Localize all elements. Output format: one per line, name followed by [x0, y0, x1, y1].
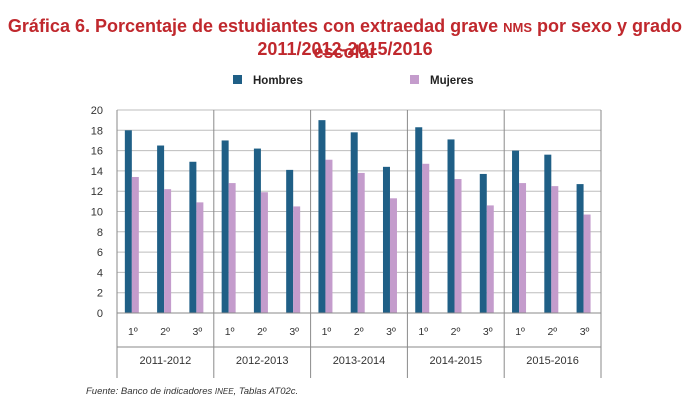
y-tick-label: 14 — [91, 166, 103, 178]
source-acronym: INEE — [214, 387, 234, 396]
y-tick-label: 2 — [97, 288, 103, 300]
legend-swatch-hombres — [233, 75, 242, 84]
group-label: 2015-2016 — [526, 355, 579, 367]
bar-hombres — [189, 161, 197, 313]
x-tick-label: 1º — [128, 326, 138, 338]
group-label: 2013-2014 — [333, 355, 386, 367]
y-tick-label: 6 — [97, 247, 103, 259]
x-tick-label: 3º — [386, 326, 396, 338]
x-tick-label: 2º — [160, 326, 170, 338]
y-tick-label: 4 — [97, 267, 103, 279]
bar-mujeres — [551, 186, 559, 313]
x-tick-label: 2º — [547, 326, 557, 338]
bar-mujeres — [357, 172, 365, 313]
bar-mujeres — [131, 176, 139, 313]
legend-label-mujeres: Mujeres — [430, 75, 473, 87]
y-tick-label: 10 — [91, 207, 103, 219]
bar-hombres — [350, 132, 358, 313]
bar-mujeres — [164, 189, 172, 313]
bar-mujeres — [325, 159, 333, 313]
x-tick-label: 2º — [354, 326, 364, 338]
source-text-b: , Tablas AT02c. — [233, 386, 299, 397]
bar-mujeres — [422, 163, 430, 313]
bar-hombres — [479, 173, 487, 313]
x-tick-label: 3º — [193, 326, 203, 338]
x-tick-label: 2º — [257, 326, 267, 338]
bar-hombres — [544, 154, 552, 313]
bar-mujeres — [293, 206, 301, 313]
x-tick-label: 3º — [289, 326, 299, 338]
chart-title: Gráfica 6. Porcentaje de estudiantes con… — [0, 14, 690, 64]
bar-hombres — [415, 127, 423, 313]
chart-title-part-a: Gráfica 6. Porcentaje de estudiantes con… — [7, 16, 504, 36]
group-label: 2011-2012 — [140, 355, 192, 367]
bar-hombres — [318, 120, 326, 314]
chart-subtitle: 2011/2012-2015/2016 — [257, 39, 433, 59]
chart-title-acronym: NMS — [503, 20, 533, 35]
x-tick-label: 3º — [483, 326, 493, 338]
source-text-a: Fuente: Banco de indicadores — [86, 386, 215, 397]
y-tick-label: 20 — [91, 105, 103, 117]
y-tick-label: 0 — [97, 308, 103, 320]
bar-hombres — [286, 169, 294, 313]
bar-mujeres — [228, 183, 236, 313]
source-note: Fuente: Banco de indicadores INEE, Tabla… — [86, 386, 298, 397]
bar-mujeres — [454, 179, 462, 313]
bar-hombres — [447, 139, 455, 313]
group-label: 2012-2013 — [236, 355, 289, 367]
y-tick-label: 12 — [91, 186, 103, 198]
bar-hombres — [512, 150, 520, 313]
y-tick-label: 16 — [91, 146, 103, 158]
bar-hombres — [382, 166, 390, 313]
bar-hombres — [157, 145, 165, 313]
bar-mujeres — [583, 214, 591, 313]
bar-mujeres — [196, 202, 204, 313]
bar-hombres — [253, 148, 261, 313]
bar-mujeres — [486, 205, 494, 313]
bar-mujeres — [519, 183, 527, 313]
legend-label-hombres: Hombres — [253, 75, 303, 87]
bar-mujeres — [389, 198, 397, 313]
x-tick-label: 2º — [451, 326, 461, 338]
x-tick-label: 1º — [225, 326, 235, 338]
group-label: 2014-2015 — [429, 355, 482, 367]
x-tick-label: 3º — [580, 326, 590, 338]
bar-hombres — [221, 140, 229, 313]
y-tick-label: 18 — [91, 125, 103, 137]
x-tick-label: 1º — [322, 326, 332, 338]
x-tick-label: 1º — [418, 326, 428, 338]
bar-hombres — [124, 130, 132, 313]
bar-mujeres — [260, 192, 268, 313]
x-tick-label: 1º — [515, 326, 525, 338]
y-tick-label: 8 — [97, 227, 103, 239]
bar-hombres — [576, 184, 584, 313]
legend-swatch-mujeres — [410, 75, 419, 84]
chart-title-part-b: por sexo y grado escolar — [313, 16, 683, 62]
